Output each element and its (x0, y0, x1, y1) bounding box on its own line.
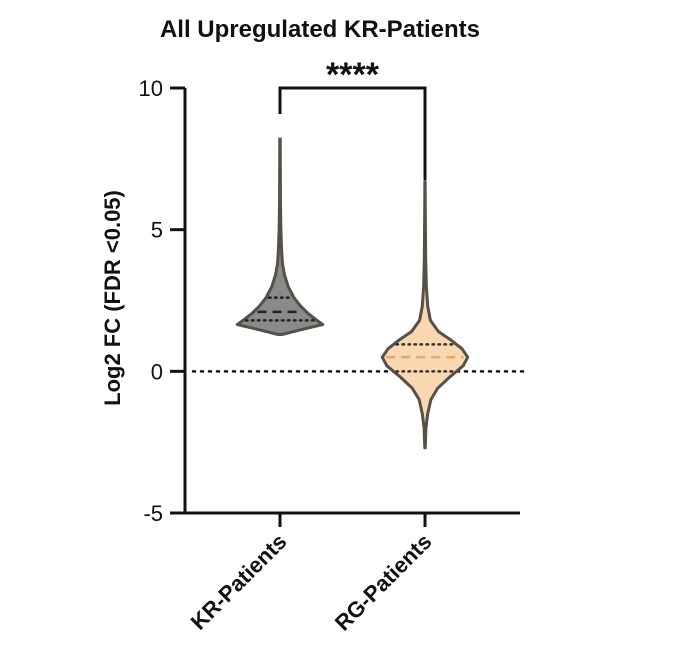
x-tick-label: RG-Patients (330, 529, 437, 636)
y-tick-label: -5 (143, 501, 163, 526)
violins (235, 137, 470, 450)
y-axis-label: Log2 FC (FDR <0.05) (100, 190, 125, 406)
y-tick-label: 0 (151, 359, 163, 384)
significance-bar: **** (278, 56, 427, 180)
violin-body (235, 137, 325, 336)
violin-kr-patients (235, 137, 325, 336)
violin-body (380, 180, 470, 450)
significance-label: **** (326, 56, 380, 94)
y-tick-label: 10 (139, 76, 163, 101)
chart-title: All Upregulated KR-Patients (160, 16, 480, 43)
violin-rg-patients (380, 180, 470, 450)
significance-bracket (278, 86, 427, 180)
y-tick-label: 5 (151, 218, 163, 243)
x-tick-label: KR-Patients (186, 529, 292, 635)
